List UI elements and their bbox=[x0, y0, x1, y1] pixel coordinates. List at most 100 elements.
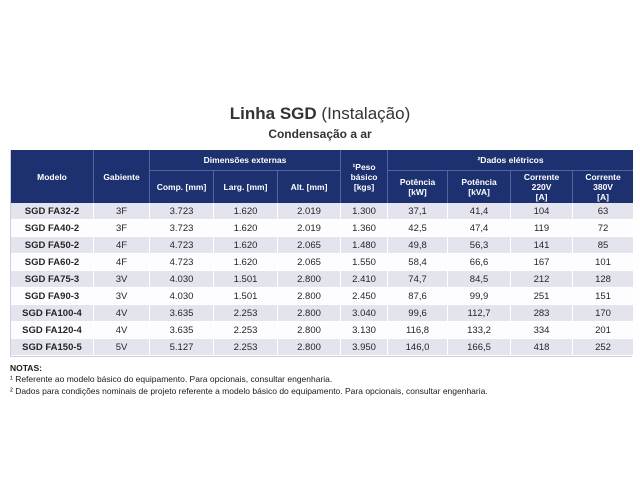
cell-pot-kva: 112,7 bbox=[448, 305, 512, 322]
cell-modelo: SGD FA75-3 bbox=[11, 271, 94, 288]
cell-alt: 2.800 bbox=[278, 339, 342, 356]
col-group-dimensoes-externas: Dimensões externas bbox=[150, 150, 342, 171]
col-header-larg: Larg. [mm] bbox=[214, 171, 278, 203]
cell-alt: 2.800 bbox=[278, 288, 342, 305]
cell-pot-kw: 87,6 bbox=[388, 288, 449, 305]
cell-alt: 2.800 bbox=[278, 271, 342, 288]
col-header-corrente-220v: Corrente 220V [A] bbox=[511, 171, 574, 203]
cell-pot-kva: 66,6 bbox=[448, 254, 512, 271]
cell-c380: 201 bbox=[573, 322, 634, 339]
header-row-columns: Comp. [mm] Larg. [mm] Alt. [mm] Potência… bbox=[11, 171, 634, 203]
cell-c220: 212 bbox=[511, 271, 574, 288]
cell-larg: 1.620 bbox=[214, 220, 278, 237]
spec-table-head: Modelo Gabiente Dimensões externas ¹Peso… bbox=[11, 150, 634, 203]
cell-peso: 3.040 bbox=[341, 305, 389, 322]
table-row: SGD FA100-4 4V 3.635 2.253 2.800 3.040 99,6 112… bbox=[11, 305, 634, 322]
cell-pot-kva: 84,5 bbox=[448, 271, 512, 288]
cell-comp: 3.635 bbox=[150, 305, 214, 322]
cell-c380: 151 bbox=[573, 288, 634, 305]
table-row: SGD FA75-3 3V 4.030 1.501 2.800 2.410 74,7 84,5… bbox=[11, 271, 634, 288]
cell-gabiente: 3F bbox=[94, 203, 150, 220]
cell-pot-kva: 41,4 bbox=[448, 203, 512, 220]
cell-larg: 2.253 bbox=[214, 305, 278, 322]
col-header-modelo: Modelo bbox=[11, 150, 94, 203]
col-header-comp: Comp. [mm] bbox=[150, 171, 214, 203]
cell-alt: 2.019 bbox=[278, 220, 342, 237]
cell-c220: 418 bbox=[511, 339, 574, 356]
table-row: SGD FA90-3 3V 4.030 1.501 2.800 2.450 87,6 99,9… bbox=[11, 288, 634, 305]
cell-pot-kw: 37,1 bbox=[388, 203, 449, 220]
spec-table-wrap: Modelo Gabiente Dimensões externas ¹Peso… bbox=[10, 150, 634, 357]
cell-c220: 283 bbox=[511, 305, 574, 322]
cell-gabiente: 4V bbox=[94, 305, 150, 322]
cell-gabiente: 3F bbox=[94, 220, 150, 237]
table-row: SGD FA60-2 4F 4.723 1.620 2.065 1.550 58,4 66,6… bbox=[11, 254, 634, 271]
cell-gabiente: 3V bbox=[94, 288, 150, 305]
cell-comp: 3.723 bbox=[150, 203, 214, 220]
cell-larg: 1.501 bbox=[214, 288, 278, 305]
note-2: ² Dados para condições nominais de proje… bbox=[10, 385, 488, 396]
cell-c380: 170 bbox=[573, 305, 634, 322]
cell-alt: 2.065 bbox=[278, 254, 342, 271]
cell-pot-kva: 166,5 bbox=[448, 339, 512, 356]
cell-pot-kw: 49,8 bbox=[388, 237, 449, 254]
cell-modelo: SGD FA60-2 bbox=[11, 254, 94, 271]
cell-peso: 1.550 bbox=[341, 254, 389, 271]
col-header-alt: Alt. [mm] bbox=[278, 171, 342, 203]
cell-pot-kw: 58,4 bbox=[388, 254, 449, 271]
cell-alt: 2.019 bbox=[278, 203, 342, 220]
cell-c380: 72 bbox=[573, 220, 634, 237]
col-header-corrente-380v: Corrente 380V [A] bbox=[573, 171, 634, 203]
cell-modelo: SGD FA90-3 bbox=[11, 288, 94, 305]
cell-gabiente: 4F bbox=[94, 254, 150, 271]
cell-peso: 3.950 bbox=[341, 339, 389, 356]
cell-pot-kva: 99,9 bbox=[448, 288, 512, 305]
cell-peso: 2.450 bbox=[341, 288, 389, 305]
cell-comp: 4.723 bbox=[150, 237, 214, 254]
cell-modelo: SGD FA100-4 bbox=[11, 305, 94, 322]
cell-modelo: SGD FA32-2 bbox=[11, 203, 94, 220]
cell-pot-kva: 56,3 bbox=[448, 237, 512, 254]
cell-peso: 1.480 bbox=[341, 237, 389, 254]
cell-c220: 167 bbox=[511, 254, 574, 271]
cell-peso: 1.300 bbox=[341, 203, 389, 220]
cell-comp: 5.127 bbox=[150, 339, 214, 356]
cell-larg: 2.253 bbox=[214, 339, 278, 356]
cell-c220: 334 bbox=[511, 322, 574, 339]
cell-pot-kw: 74,7 bbox=[388, 271, 449, 288]
page-subtitle: Condensação a ar bbox=[268, 127, 372, 141]
cell-comp: 4.723 bbox=[150, 254, 214, 271]
cell-c380: 128 bbox=[573, 271, 634, 288]
cell-c220: 104 bbox=[511, 203, 574, 220]
spec-table: Modelo Gabiente Dimensões externas ¹Peso… bbox=[11, 150, 634, 356]
cell-peso: 1.360 bbox=[341, 220, 389, 237]
cell-c220: 251 bbox=[511, 288, 574, 305]
cell-larg: 2.253 bbox=[214, 322, 278, 339]
cell-gabiente: 5V bbox=[94, 339, 150, 356]
cell-c380: 101 bbox=[573, 254, 634, 271]
cell-modelo: SGD FA150-5 bbox=[11, 339, 94, 356]
col-header-potencia-kw: Potência [kW] bbox=[388, 171, 449, 203]
title-main: Linha SGD bbox=[229, 104, 317, 123]
notes-label: NOTAS: bbox=[10, 363, 42, 373]
col-header-potencia-kva: Potência [kVA] bbox=[448, 171, 512, 203]
header-row-groups: Modelo Gabiente Dimensões externas ¹Peso… bbox=[11, 150, 634, 203]
col-header-peso-basico: ¹Peso básico [kgs] bbox=[341, 150, 389, 203]
cell-modelo: SGD FA120-4 bbox=[11, 322, 94, 339]
cell-comp: 3.635 bbox=[150, 322, 214, 339]
cell-modelo: SGD FA50-2 bbox=[11, 237, 94, 254]
note-1: ¹ Referente ao modelo básico do equipame… bbox=[10, 374, 333, 384]
cell-c220: 119 bbox=[511, 220, 574, 237]
title-suffix: (Instalação) bbox=[321, 104, 411, 123]
table-row: SGD FA40-2 3F 3.723 1.620 2.019 1.360 42,5 47,4… bbox=[11, 220, 634, 237]
cell-pot-kva: 47,4 bbox=[448, 220, 512, 237]
cell-larg: 1.501 bbox=[214, 271, 278, 288]
cell-larg: 1.620 bbox=[214, 254, 278, 271]
notes-section: NOTAS: ¹ Referente ao modelo básico do e… bbox=[10, 363, 630, 397]
col-header-gabiente: Gabiente bbox=[94, 150, 150, 203]
cell-c380: 63 bbox=[573, 203, 634, 220]
cell-c380: 85 bbox=[573, 237, 634, 254]
spec-table-body: SGD FA32-2 3F 3.723 1.620 2.019 1.300 37,1 41,4… bbox=[11, 203, 634, 356]
cell-alt: 2.800 bbox=[278, 322, 342, 339]
cell-pot-kva: 133,2 bbox=[448, 322, 512, 339]
